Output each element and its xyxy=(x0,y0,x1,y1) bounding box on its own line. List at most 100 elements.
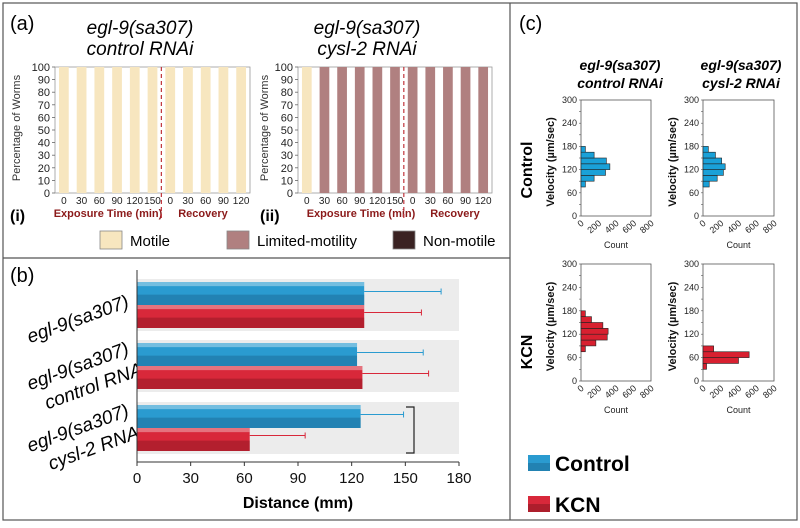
a-ii-xtick-label: 30 xyxy=(425,196,437,207)
a-ii-xtick-label: 30 xyxy=(319,196,331,207)
b-bar-shade-control xyxy=(137,294,365,305)
c-hist-kcn-cysl2rnai-xtick-label: 400 xyxy=(725,383,743,400)
c-hist-kcn-ctrlrnai-ytick-label: 240 xyxy=(562,282,577,292)
a-ii-xlabel-recovery: Recovery xyxy=(430,208,480,220)
c-hist-control-cysl2rnai-bin xyxy=(702,169,724,176)
a-i-ytick-label: 60 xyxy=(38,112,50,124)
a-ii-ytick-label: 20 xyxy=(281,163,293,175)
a-i-xlabel-recovery: Recovery xyxy=(178,208,228,220)
c-hist-kcn-cysl2rnai-bin xyxy=(702,363,707,370)
c-hist-control-cysl2rnai-xtick-label: 200 xyxy=(708,218,726,235)
c-hist-control-ctrlrnai-xtick-label: 0 xyxy=(575,218,585,229)
b-bar-highlight-kcn xyxy=(137,366,363,371)
c-hist-control-cysl2rnai-ytick-label: 120 xyxy=(684,165,699,175)
c-hist-kcn-ctrlrnai-bin xyxy=(580,322,604,329)
b-bar-shade-kcn xyxy=(137,317,365,328)
a-ii-ytick-label: 10 xyxy=(281,175,293,187)
a-ii-ytick-label: 90 xyxy=(281,75,293,87)
a-ii-roman: (ii) xyxy=(260,208,280,225)
b-group-label-3: egl-9(sa307) cysl-2 RNAi xyxy=(24,401,146,475)
b-xtick-label: 90 xyxy=(290,470,307,487)
a-i-xtick-label: 30 xyxy=(76,196,88,207)
a-ii-ytick-label: 50 xyxy=(281,125,293,137)
legend-swatch-nonmotile xyxy=(392,230,416,250)
a-ii-xlabel-exposure: Exposure Time (min) xyxy=(307,208,416,220)
c-col1-title-line2: control RNAi xyxy=(577,75,664,91)
a-ii-bar-limited-motility xyxy=(319,67,330,193)
c-hist-control-cysl2rnai-ytick-label: 180 xyxy=(684,141,699,151)
b-group-label-1: egl-9(sa307) xyxy=(24,292,131,348)
a-ii-bar-limited-motility xyxy=(372,67,383,193)
a-ii-bar-limited-motility xyxy=(390,67,400,193)
a-i-ytick-label: 10 xyxy=(38,175,50,187)
a-i-bar-motile xyxy=(94,67,105,193)
a-i-ytick-label: 50 xyxy=(38,125,50,137)
a-i-xtick-label: 30 xyxy=(182,196,194,207)
a-ii-title-line1: egl-9(sa307) xyxy=(314,18,421,39)
a-i-bar-motile xyxy=(200,67,211,193)
a-i-bar-motile xyxy=(58,67,69,193)
b-bar-highlight-control xyxy=(137,405,361,410)
a-ii-bar-limited-motility xyxy=(354,67,365,193)
c-hist-control-ctrlrnai-ytick-label: 120 xyxy=(562,165,577,175)
a-i-xtick-label: 60 xyxy=(94,196,106,207)
legend-swatch-control-shade xyxy=(528,463,550,471)
c-hist-kcn-ctrlrnai-ytick-label: 300 xyxy=(562,259,577,269)
c-hist-kcn-ctrlrnai-ytick-label: 120 xyxy=(562,329,577,339)
c-hist-control-ctrlrnai-ytick-label: 300 xyxy=(562,95,577,105)
b-xtick-label: 30 xyxy=(182,470,199,487)
a-i-title-line2: control RNAi xyxy=(87,39,194,60)
a-i-ytick-label: 40 xyxy=(38,138,50,150)
a-i-ytick-label: 90 xyxy=(38,75,50,87)
a-ii-xtick-label: 0 xyxy=(410,196,416,207)
b-group-label-1-line1: egl-9(sa307) xyxy=(24,292,131,348)
a-i-xtick-label: 120 xyxy=(126,196,143,207)
c-hist-kcn-ctrlrnai-bin xyxy=(580,316,592,323)
a-i-ylabel: Percentage of Worms xyxy=(11,74,23,181)
c-hist-control-ctrlrnai-bin xyxy=(580,169,606,176)
a-ii-bar-limited-motility xyxy=(425,67,436,193)
c-hist-control-ctrlrnai-xtick-label: 400 xyxy=(603,218,621,235)
a-i-ytick-label: 0 xyxy=(44,188,50,200)
b-bar-highlight-kcn xyxy=(137,305,365,310)
c-hist-control-ctrlrnai-xtick-label: 600 xyxy=(620,218,638,235)
a-i-ytick-label: 30 xyxy=(38,150,50,162)
c-hist-control-cysl2rnai-bin xyxy=(702,175,718,182)
c-hist-control-cysl2rnai-bin xyxy=(702,180,710,188)
c-hist-control-ctrlrnai-xtick-label: 200 xyxy=(585,218,603,235)
figure-border xyxy=(2,2,798,521)
panel-b-label: (b) xyxy=(10,265,34,287)
c-hist-kcn-ctrlrnai-xtick-label: 800 xyxy=(638,383,656,400)
c-hist-control-cysl2rnai-bin xyxy=(702,151,716,159)
c-hist-control-cysl2rnai-ytick-label: 0 xyxy=(694,211,699,221)
a-ii-bar-limited-motility xyxy=(337,67,347,193)
c-hist-control-cysl2rnai-ytick-label: 240 xyxy=(684,118,699,128)
legend-label-limited: Limited-motility xyxy=(257,233,358,250)
a-i-xtick-label: 120 xyxy=(233,196,250,207)
c-hist-control-ctrlrnai-bin xyxy=(580,157,607,165)
a-ii-ytick-label: 80 xyxy=(281,87,293,99)
a-ii-xtick-label: 60 xyxy=(442,196,454,207)
c-hist-control-ctrlrnai-ytick-label: 180 xyxy=(562,141,577,151)
a-i-bar-motile xyxy=(183,67,193,193)
a-i-xtick-label: 90 xyxy=(218,196,230,207)
a-i-roman: (i) xyxy=(10,208,25,225)
panel-c-label: (c) xyxy=(519,13,542,35)
panel-a-label: (a) xyxy=(10,13,34,35)
b-xtick-label: 60 xyxy=(236,470,253,487)
a-ii-xtick-label: 90 xyxy=(354,196,366,207)
c-hist-kcn-ctrlrnai-xtick-label: 600 xyxy=(620,383,638,400)
c-hist-kcn-cysl2rnai-xtick-label: 200 xyxy=(708,383,726,400)
c-hist-control-ctrlrnai-ytick-label: 0 xyxy=(572,211,577,221)
c-hist-control-cysl2rnai-ytick-label: 300 xyxy=(684,95,699,105)
c-hist-control-ctrlrnai-ytick-label: 60 xyxy=(567,188,577,198)
a-i-xtick-label: 0 xyxy=(61,196,67,207)
c-hist-kcn-cysl2rnai-ytick-label: 240 xyxy=(684,282,699,292)
c-hist-kcn-ctrlrnai-xtick-label: 200 xyxy=(585,383,603,400)
c-hist-kcn-ctrlrnai-bin xyxy=(580,345,586,353)
b-xtick-label: 0 xyxy=(133,470,141,487)
a-i-xtick-label: 0 xyxy=(167,196,173,207)
a-ii-bar-limited-motility xyxy=(478,67,489,193)
